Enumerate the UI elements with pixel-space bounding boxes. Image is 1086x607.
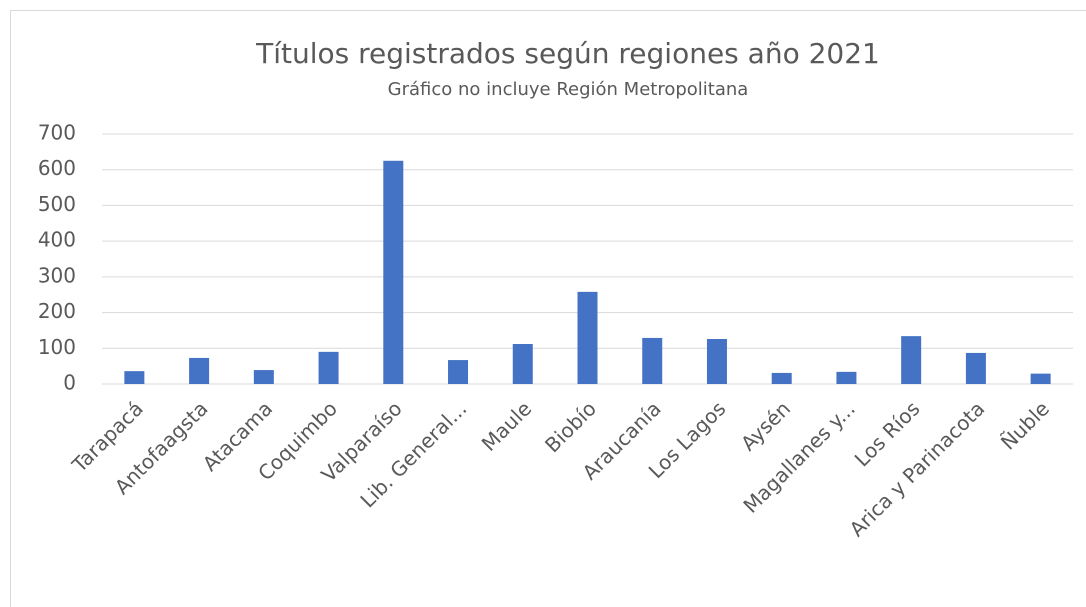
y-tick-label: 700 [38, 121, 76, 145]
y-tick-label: 400 [38, 228, 76, 252]
bar [965, 352, 986, 384]
chart-frame [10, 10, 1086, 607]
bar [901, 336, 922, 384]
bar [512, 344, 533, 384]
bar [771, 372, 792, 384]
x-tick-label: Biobío [540, 396, 601, 457]
bar [706, 339, 727, 384]
bar [836, 371, 857, 384]
bar [577, 291, 598, 384]
y-tick-label: 200 [38, 299, 76, 323]
bar [253, 370, 274, 384]
bar [1030, 373, 1051, 384]
x-tick-label: Magallanes y... [738, 396, 859, 517]
chart-subtitle: Gráfico no incluye Región Metropolitana [388, 79, 749, 100]
bar [642, 337, 663, 384]
y-tick-label: 100 [38, 335, 76, 359]
bar [448, 360, 469, 384]
x-tick-label: Ñuble [996, 396, 1054, 454]
bar [189, 357, 210, 384]
y-tick-label: 300 [38, 263, 76, 287]
bar [124, 371, 145, 384]
y-tick-label: 500 [38, 192, 76, 216]
y-tick-label: 0 [63, 371, 76, 395]
bar [318, 351, 339, 384]
x-tick-label: Maule [477, 396, 536, 455]
y-tick-label: 600 [38, 156, 76, 180]
bar [383, 160, 404, 384]
chart-title: Títulos registrados según regiones año 2… [255, 37, 880, 70]
x-tick-label: Aysén [736, 396, 795, 455]
